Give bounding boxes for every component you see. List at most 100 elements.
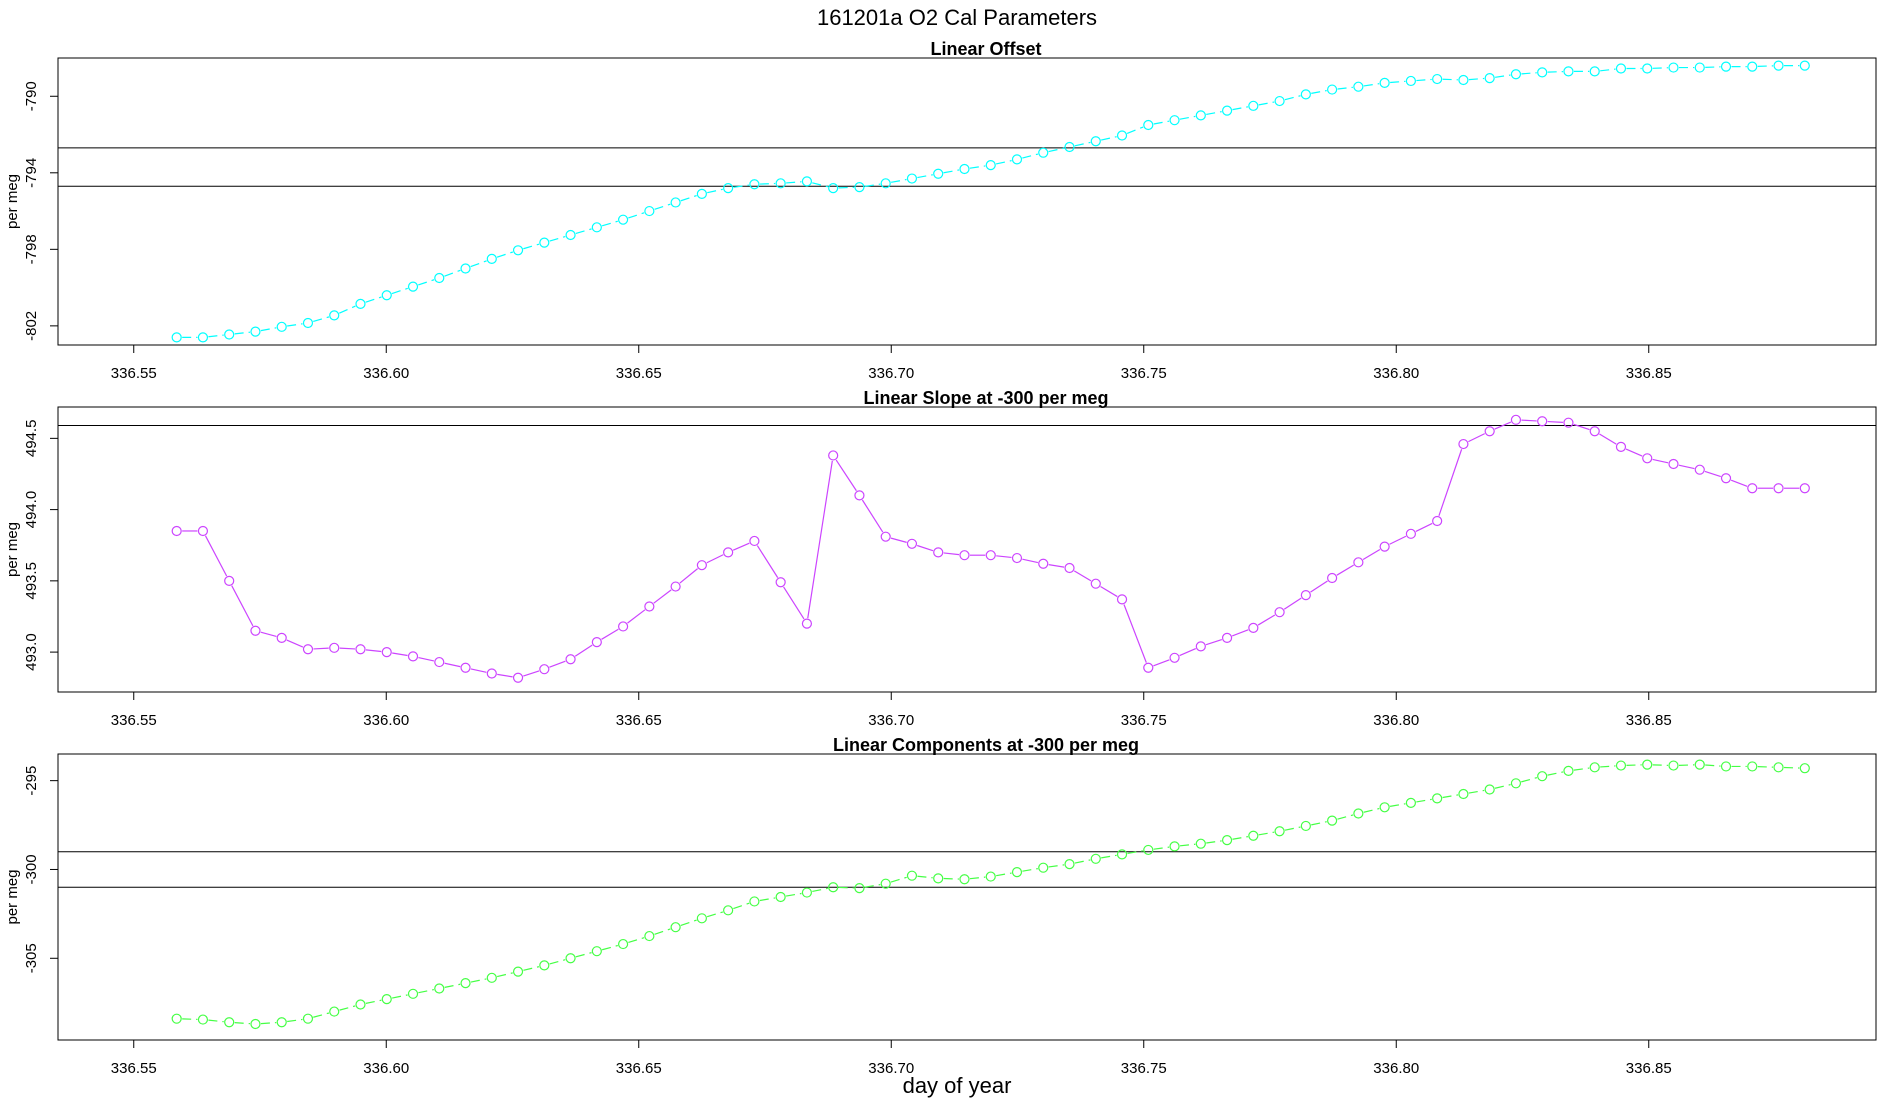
series-segment <box>707 188 723 194</box>
series-segment <box>287 323 303 327</box>
data-point <box>1773 60 1784 71</box>
data-point <box>302 1013 314 1024</box>
data-point <box>1589 762 1600 773</box>
series-segment <box>444 983 461 988</box>
series-segment <box>890 537 907 543</box>
data-point <box>1169 841 1180 852</box>
series-segment <box>1416 78 1432 82</box>
series-segment <box>1494 783 1511 789</box>
data-point <box>1353 81 1364 92</box>
series-segment <box>470 668 487 673</box>
data-point <box>250 625 261 636</box>
series-segment <box>1652 764 1669 766</box>
data-point <box>670 581 681 592</box>
data-point <box>1221 632 1233 643</box>
data-point <box>1458 788 1469 800</box>
y-tick-label: -790 <box>23 81 40 111</box>
data-point <box>985 160 996 171</box>
data-point <box>1694 464 1705 475</box>
series-segment <box>365 296 382 303</box>
data-point <box>1090 136 1101 147</box>
series-segment <box>1757 65 1774 68</box>
series-segment <box>812 182 828 188</box>
data-point <box>1090 578 1101 589</box>
series-segment <box>1704 470 1721 478</box>
data-point <box>224 1017 235 1028</box>
series-segment <box>1179 115 1196 120</box>
series-segment <box>969 876 986 880</box>
data-point <box>828 183 839 194</box>
data-point <box>775 178 786 189</box>
data-point <box>1274 826 1285 837</box>
series-segment <box>864 884 881 888</box>
data-point <box>407 988 419 999</box>
series-segment <box>917 174 933 179</box>
data-point <box>1458 438 1469 450</box>
series-segment <box>1416 798 1432 803</box>
series-segment <box>260 631 277 637</box>
series-segment <box>1390 80 1406 84</box>
data-point <box>224 329 235 340</box>
series-segment <box>1257 614 1276 626</box>
data-point <box>906 173 918 184</box>
data-point <box>460 978 471 989</box>
data-point <box>1537 67 1548 78</box>
data-point <box>1615 63 1627 74</box>
data-point <box>1694 62 1705 73</box>
data-point <box>1668 458 1679 470</box>
series-segment <box>1074 141 1091 147</box>
panel-2: Linear Slope at -300 per meg 336.55 336.60… <box>4 388 1877 729</box>
y-axis-label: per meg <box>4 522 21 577</box>
series-segment <box>1573 423 1590 431</box>
series-segment <box>680 194 697 202</box>
series-segment <box>864 183 881 187</box>
series-segment <box>444 662 461 668</box>
series-segment <box>470 260 487 268</box>
y-tick-label: -798 <box>23 234 40 264</box>
data-point <box>749 179 760 190</box>
data-point <box>617 214 629 225</box>
data-point <box>1195 110 1206 121</box>
x-tick-label: 336.85 <box>1626 1060 1672 1077</box>
series-segment <box>1179 843 1196 847</box>
x-tick-label: 336.55 <box>111 1060 157 1077</box>
data-point <box>985 871 996 882</box>
data-point <box>591 637 602 648</box>
series-segment <box>1652 458 1669 464</box>
series-segment <box>601 628 619 640</box>
data-point <box>302 317 314 329</box>
data-point <box>828 882 839 893</box>
data-point <box>880 178 891 189</box>
data-point <box>1642 63 1653 74</box>
series-segment <box>1153 659 1170 667</box>
x-tick-label: 336.60 <box>363 1060 409 1077</box>
series-segment <box>1206 111 1222 116</box>
data-point <box>486 668 497 679</box>
series-segment <box>759 182 776 185</box>
x-tick-label: 336.70 <box>868 365 914 382</box>
series-segment <box>497 673 513 678</box>
data-point <box>1720 61 1732 72</box>
series-segment <box>628 937 645 944</box>
series-segment <box>969 165 986 169</box>
data-point <box>880 531 891 542</box>
data-point <box>329 1006 340 1017</box>
series-segment <box>231 585 254 627</box>
data-point <box>1668 760 1679 771</box>
series-segment <box>1258 101 1275 106</box>
series-segment <box>1468 77 1485 81</box>
data-point <box>197 525 209 537</box>
series-segment <box>1730 479 1748 487</box>
series-segment <box>392 652 408 657</box>
data-point <box>1274 95 1285 107</box>
data-point <box>1064 859 1075 870</box>
data-point <box>460 263 471 274</box>
series-segment <box>759 897 776 902</box>
series-segment <box>549 660 566 668</box>
data-point <box>1642 759 1653 770</box>
data-point <box>407 281 419 292</box>
series-segment <box>1600 765 1616 768</box>
series-segment <box>1022 868 1038 872</box>
data-point <box>1327 572 1338 584</box>
series-segment <box>996 872 1012 877</box>
